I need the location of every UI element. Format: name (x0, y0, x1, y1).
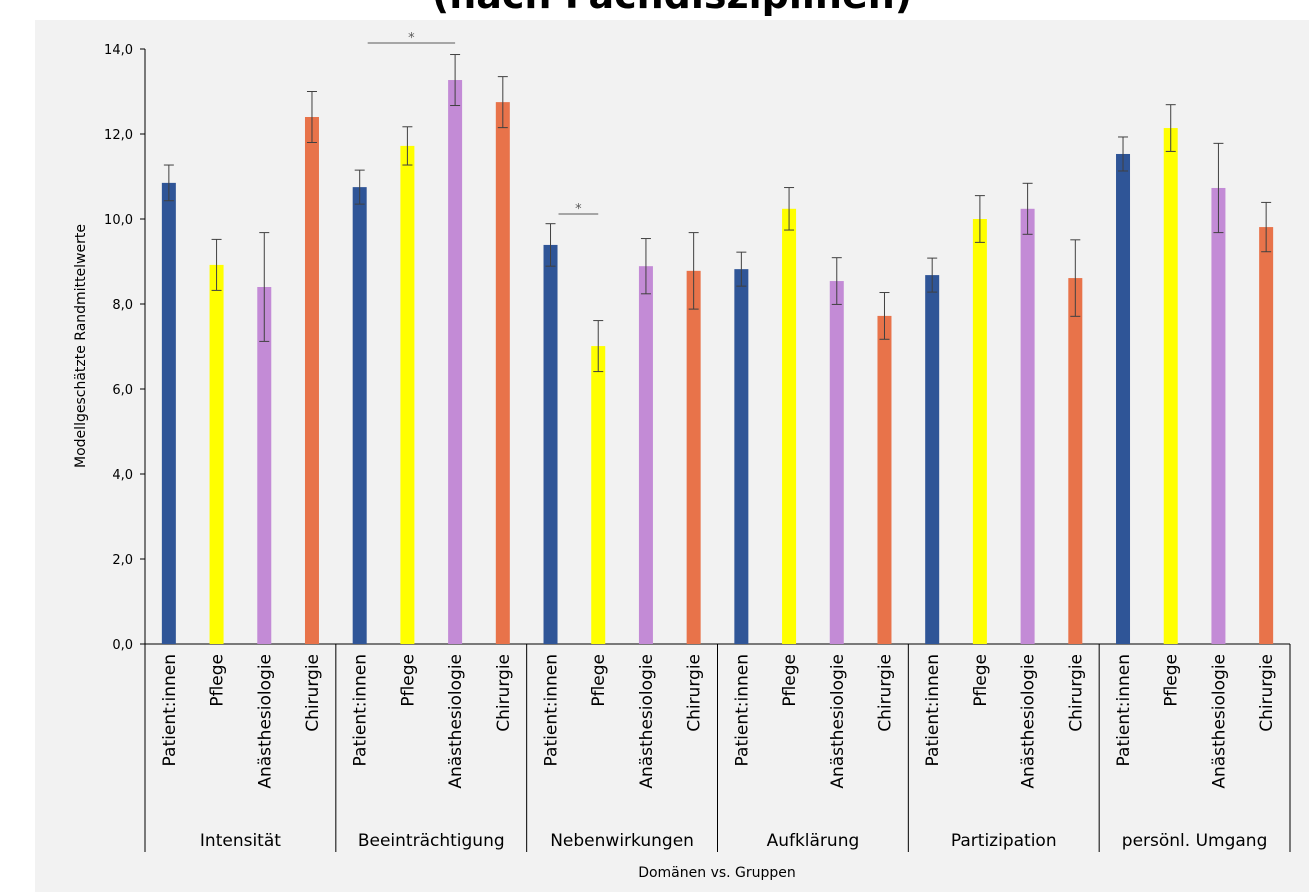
group-label: Anästhesiologie (828, 654, 848, 789)
bar (304, 117, 319, 644)
y-tick-label: 2,0 (112, 553, 133, 568)
bar (209, 264, 224, 644)
category-label: Intensität (200, 831, 281, 851)
group-label: Chirurgie (494, 654, 514, 732)
group-label: Patient:innen (923, 654, 943, 766)
bar (161, 182, 176, 644)
y-tick-label: 14,0 (104, 43, 133, 58)
group-label: Anästhesiologie (637, 654, 657, 789)
category-label: Partizipation (951, 831, 1057, 851)
bar (877, 315, 892, 644)
bar (400, 145, 415, 644)
bar (1163, 128, 1178, 645)
group-label: Anästhesiologie (1209, 654, 1229, 789)
y-tick-label: 8,0 (112, 298, 133, 313)
bar (1068, 278, 1083, 644)
group-label: Patient:innen (732, 654, 752, 766)
bar (782, 208, 797, 645)
bar (829, 281, 844, 644)
y-tick-label: 0,0 (112, 638, 133, 653)
y-tick-label: 4,0 (112, 468, 133, 483)
category-label: Beeinträchtigung (358, 831, 505, 851)
group-label: Patient:innen (1114, 654, 1134, 766)
bar (352, 187, 367, 644)
category-label: persönl. Umgang (1122, 831, 1268, 851)
bar (1211, 187, 1226, 644)
category-label: Nebenwirkungen (550, 831, 694, 851)
bar (1020, 208, 1035, 645)
bar (257, 287, 272, 644)
group-label: Pflege (398, 654, 418, 707)
group-label: Chirurgie (1066, 654, 1086, 732)
group-label: Pflege (589, 654, 609, 707)
bar (734, 269, 749, 644)
group-label: Pflege (208, 654, 228, 707)
y-axis-label: Modellgeschätzte Randmittelwerte (73, 224, 89, 468)
group-label: Anästhesiologie (1019, 654, 1039, 789)
group-label: Chirurgie (1257, 654, 1277, 732)
y-tick-label: 12,0 (104, 128, 133, 143)
group-label: Patient:innen (542, 654, 562, 766)
category-label: Aufklärung (767, 831, 860, 851)
group-label: Anästhesiologie (255, 654, 275, 789)
group-label: Patient:innen (160, 654, 180, 766)
group-label: Pflege (1162, 654, 1182, 707)
group-label: Anästhesiologie (446, 654, 466, 789)
bar (1259, 227, 1274, 644)
group-label: Chirurgie (685, 654, 705, 732)
bar (925, 275, 940, 644)
bar (543, 244, 558, 645)
bar (495, 102, 510, 644)
y-tick-label: 6,0 (112, 383, 133, 398)
chart-title: (nach Fachdisziplinen) (432, 0, 912, 17)
bar (686, 270, 701, 644)
group-label: Pflege (971, 654, 991, 707)
chart-background (35, 20, 1309, 892)
group-label: Patient:innen (351, 654, 371, 766)
group-label: Pflege (780, 654, 800, 707)
bar (972, 219, 987, 644)
significance-label: * (408, 31, 415, 46)
bar (1116, 153, 1131, 644)
bar (638, 266, 653, 644)
bar (448, 80, 463, 644)
x-axis-label: Domänen vs. Gruppen (638, 865, 796, 881)
group-label: Chirurgie (875, 654, 895, 732)
y-tick-label: 10,0 (104, 213, 133, 228)
bar (591, 346, 606, 644)
group-label: Chirurgie (303, 654, 323, 732)
significance-label: * (575, 202, 582, 217)
